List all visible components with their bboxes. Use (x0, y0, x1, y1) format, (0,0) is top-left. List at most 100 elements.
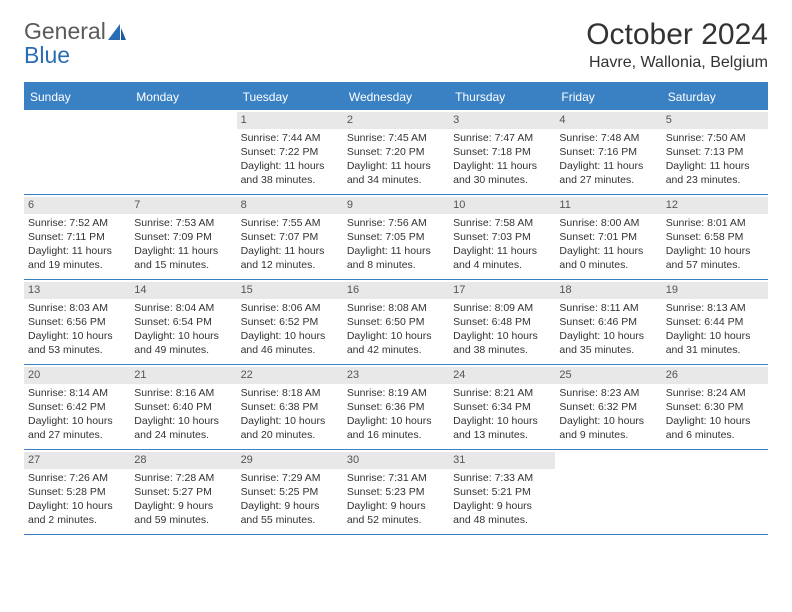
daylight-text: Daylight: 11 hours and 8 minutes. (347, 244, 445, 272)
daylight-text: Daylight: 10 hours and 35 minutes. (559, 329, 657, 357)
day-cell: 9 Sunrise: 7:56 AMSunset: 7:05 PMDaylight… (343, 195, 449, 279)
week-row: 27Sunrise: 7:26 AMSunset: 5:28 PMDayligh… (24, 449, 768, 534)
sunset-text: Sunset: 7:11 PM (28, 230, 126, 244)
sunset-text: Sunset: 6:48 PM (453, 315, 551, 329)
daylight-text: Daylight: 11 hours and 0 minutes. (559, 244, 657, 272)
day-number: 7 (130, 197, 236, 214)
day-number: 28 (130, 452, 236, 469)
sunset-text: Sunset: 7:03 PM (453, 230, 551, 244)
sunset-text: Sunset: 6:38 PM (241, 400, 339, 414)
sunrise-text: Sunrise: 7:50 AM (666, 131, 764, 145)
daylight-text: Daylight: 10 hours and 38 minutes. (453, 329, 551, 357)
sunrise-text: Sunrise: 7:47 AM (453, 131, 551, 145)
daylight-text: Daylight: 9 hours and 48 minutes. (453, 499, 551, 527)
sunset-text: Sunset: 7:16 PM (559, 145, 657, 159)
day-number: 9 (343, 197, 449, 214)
sunset-text: Sunset: 7:13 PM (666, 145, 764, 159)
sunrise-text: Sunrise: 8:13 AM (666, 301, 764, 315)
sunrise-text: Sunrise: 8:01 AM (666, 216, 764, 230)
sunrise-text: Sunrise: 7:53 AM (134, 216, 232, 230)
sunset-text: Sunset: 5:28 PM (28, 485, 126, 499)
daylight-text: Daylight: 11 hours and 19 minutes. (28, 244, 126, 272)
daylight-text: Daylight: 11 hours and 30 minutes. (453, 159, 551, 187)
day-cell: 23Sunrise: 8:19 AMSunset: 6:36 PMDayligh… (343, 365, 449, 449)
daylight-text: Daylight: 9 hours and 55 minutes. (241, 499, 339, 527)
week-row: 1Sunrise: 7:44 AMSunset: 7:22 PMDaylight… (24, 110, 768, 194)
sunset-text: Sunset: 6:40 PM (134, 400, 232, 414)
day-cell: 15Sunrise: 8:06 AMSunset: 6:52 PMDayligh… (237, 280, 343, 364)
day-number: 21 (130, 367, 236, 384)
day-cell: 10Sunrise: 7:58 AMSunset: 7:03 PMDayligh… (449, 195, 555, 279)
sunrise-text: Sunrise: 7:56 AM (347, 216, 445, 230)
daylight-text: Daylight: 9 hours and 59 minutes. (134, 499, 232, 527)
daylight-text: Daylight: 11 hours and 4 minutes. (453, 244, 551, 272)
day-cell: 8Sunrise: 7:55 AMSunset: 7:07 PMDaylight… (237, 195, 343, 279)
daylight-text: Daylight: 11 hours and 27 minutes. (559, 159, 657, 187)
daylight-text: Daylight: 10 hours and 20 minutes. (241, 414, 339, 442)
daylight-text: Daylight: 10 hours and 31 minutes. (666, 329, 764, 357)
day-cell: 12Sunrise: 8:01 AMSunset: 6:58 PMDayligh… (662, 195, 768, 279)
daylight-text: Daylight: 9 hours and 52 minutes. (347, 499, 445, 527)
day-cell: 22Sunrise: 8:18 AMSunset: 6:38 PMDayligh… (237, 365, 343, 449)
day-cell: 26Sunrise: 8:24 AMSunset: 6:30 PMDayligh… (662, 365, 768, 449)
daylight-text: Daylight: 10 hours and 2 minutes. (28, 499, 126, 527)
sunrise-text: Sunrise: 7:33 AM (453, 471, 551, 485)
day-number: 23 (343, 367, 449, 384)
day-cell: 20Sunrise: 8:14 AMSunset: 6:42 PMDayligh… (24, 365, 130, 449)
sunrise-text: Sunrise: 7:48 AM (559, 131, 657, 145)
day-cell: 7Sunrise: 7:53 AMSunset: 7:09 PMDaylight… (130, 195, 236, 279)
weekday-fri: Friday (555, 84, 661, 110)
weekday-wed: Wednesday (343, 84, 449, 110)
daylight-text: Daylight: 10 hours and 6 minutes. (666, 414, 764, 442)
sunset-text: Sunset: 6:30 PM (666, 400, 764, 414)
day-number: 8 (237, 197, 343, 214)
sunset-text: Sunset: 6:54 PM (134, 315, 232, 329)
sunrise-text: Sunrise: 8:16 AM (134, 386, 232, 400)
daylight-text: Daylight: 11 hours and 34 minutes. (347, 159, 445, 187)
day-number: 20 (24, 367, 130, 384)
logo-text-2: Blue (24, 42, 70, 69)
sunset-text: Sunset: 7:18 PM (453, 145, 551, 159)
day-number: 31 (449, 452, 555, 469)
daylight-text: Daylight: 10 hours and 42 minutes. (347, 329, 445, 357)
sunrise-text: Sunrise: 8:18 AM (241, 386, 339, 400)
sunset-text: Sunset: 6:42 PM (28, 400, 126, 414)
calendar: Sunday Monday Tuesday Wednesday Thursday… (24, 82, 768, 535)
daylight-text: Daylight: 10 hours and 46 minutes. (241, 329, 339, 357)
sunrise-text: Sunrise: 8:11 AM (559, 301, 657, 315)
day-number: 16 (343, 282, 449, 299)
logo-sail-icon (106, 22, 128, 42)
day-number: 27 (24, 452, 130, 469)
day-cell: 21 Sunrise: 8:16 AMSunset: 6:40 PMDayligh… (130, 365, 236, 449)
day-cell: 11Sunrise: 8:00 AMSunset: 7:01 PMDayligh… (555, 195, 661, 279)
day-number: 1 (237, 112, 343, 129)
day-cell: 29Sunrise: 7:29 AMSunset: 5:25 PMDayligh… (237, 450, 343, 534)
weekday-mon: Monday (130, 84, 236, 110)
daylight-text: Daylight: 10 hours and 24 minutes. (134, 414, 232, 442)
sunrise-text: Sunrise: 8:21 AM (453, 386, 551, 400)
day-number: 2 (343, 112, 449, 129)
day-cell: 28Sunrise: 7:28 AMSunset: 5:27 PMDayligh… (130, 450, 236, 534)
day-number: 11 (555, 197, 661, 214)
sunrise-text: Sunrise: 7:29 AM (241, 471, 339, 485)
day-cell: 18Sunrise: 8:11 AMSunset: 6:46 PMDayligh… (555, 280, 661, 364)
sunset-text: Sunset: 5:23 PM (347, 485, 445, 499)
sunrise-text: Sunrise: 8:09 AM (453, 301, 551, 315)
page: General October 2024 Havre, Wallonia, Be… (0, 0, 792, 551)
sunrise-text: Sunrise: 8:03 AM (28, 301, 126, 315)
day-number: 3 (449, 112, 555, 129)
sunset-text: Sunset: 6:56 PM (28, 315, 126, 329)
day-number: 17 (449, 282, 555, 299)
sunset-text: Sunset: 6:34 PM (453, 400, 551, 414)
sunset-text: Sunset: 7:05 PM (347, 230, 445, 244)
sunrise-text: Sunrise: 7:55 AM (241, 216, 339, 230)
day-cell: 3 Sunrise: 7:47 AMSunset: 7:18 PMDaylight… (449, 110, 555, 194)
sunset-text: Sunset: 6:46 PM (559, 315, 657, 329)
daylight-text: Daylight: 10 hours and 53 minutes. (28, 329, 126, 357)
sunset-text: Sunset: 7:20 PM (347, 145, 445, 159)
sunrise-text: Sunrise: 7:31 AM (347, 471, 445, 485)
day-number: 10 (449, 197, 555, 214)
daylight-text: Daylight: 11 hours and 23 minutes. (666, 159, 764, 187)
weekday-tue: Tuesday (237, 84, 343, 110)
day-cell (555, 450, 661, 534)
